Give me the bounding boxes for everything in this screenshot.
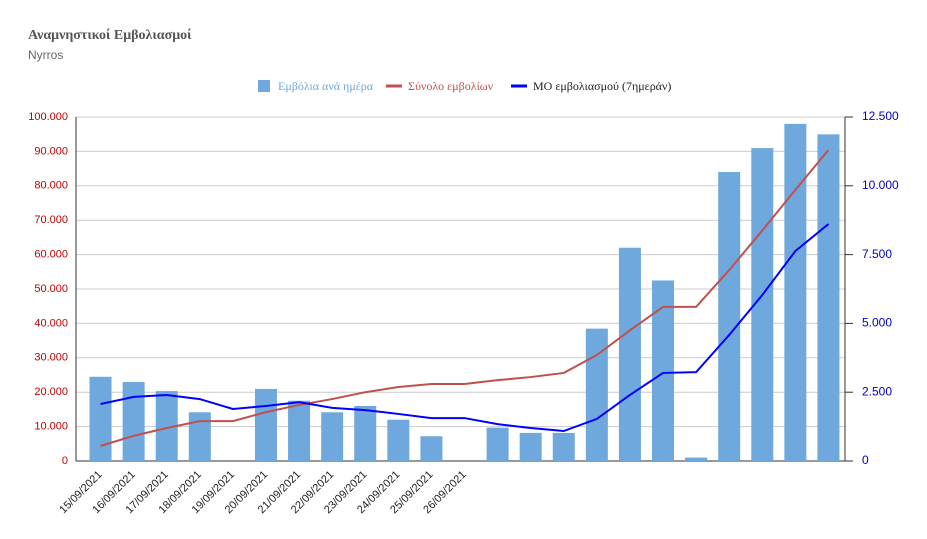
legend-swatch [258,80,270,92]
y-tick-label: 20.000 [34,386,68,398]
bar [288,400,311,461]
bar [486,427,509,461]
bar [751,148,774,461]
y-tick-label: 60.000 [34,249,68,261]
y2-tick-label: 12.500 [862,109,899,123]
chart-subtitle: Nyrros [28,48,63,62]
y-tick-label: 30.000 [34,352,68,364]
bar [89,376,112,461]
y-tick-label: 0 [62,455,68,467]
bar [585,328,608,461]
y2-tick-label: 0 [862,453,869,467]
y-tick-label: 40.000 [34,317,68,329]
y-tick-label: 50.000 [34,283,68,295]
legend-label: Σύνολο εμβολίων [408,79,494,93]
chart-title: Αναμνηστικοί Εμβολιασμοί [28,28,192,43]
bar [254,388,277,461]
y-tick-label: 10.000 [34,421,68,433]
y2-tick-label: 10.000 [862,178,899,192]
y2-tick-label: 7.500 [862,247,892,261]
y-tick-label: 70.000 [34,214,68,226]
bar [188,412,211,461]
y-tick-label: 80.000 [34,180,68,192]
bar [519,432,542,461]
legend-label: ΜΟ εμβολιασμού (7ημεράν) [533,79,671,93]
bar [652,280,675,461]
y2-tick-label: 2.500 [862,384,892,398]
bar [122,382,145,461]
bar [155,391,178,461]
y-tick-label: 100.000 [28,111,68,123]
bar [784,123,807,461]
bar [618,247,641,461]
line [100,149,830,447]
y-tick-label: 90.000 [34,145,68,157]
bar [552,432,575,461]
line [100,223,830,433]
bar [387,419,410,461]
bar [685,457,708,461]
bar [420,436,443,461]
legend-label: Εμβόλια ανά ημέρα [278,79,374,93]
y2-tick-label: 5.000 [862,316,892,330]
bar [354,405,377,461]
bar [718,172,741,462]
bar [321,412,344,461]
bar [817,134,840,462]
